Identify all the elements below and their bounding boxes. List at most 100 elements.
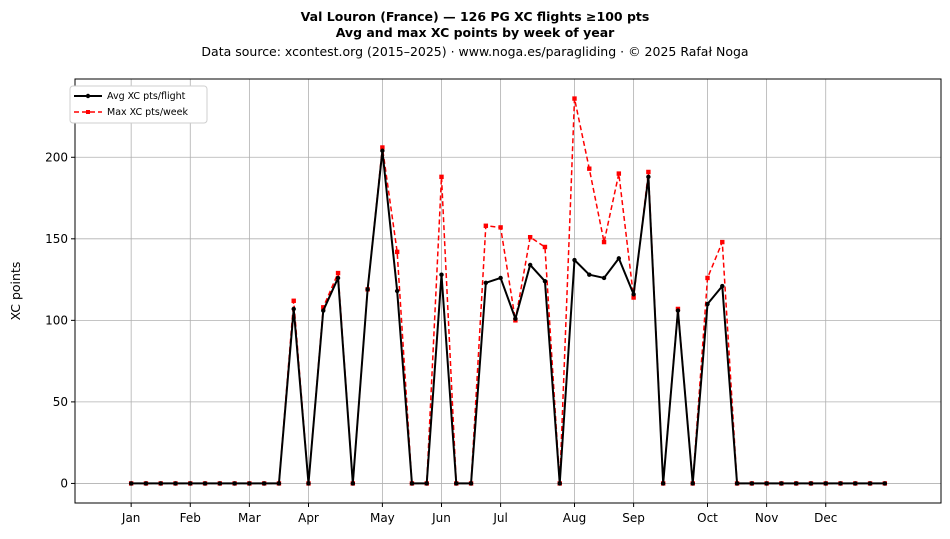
avg-point — [542, 279, 548, 284]
avg-point — [291, 306, 296, 312]
avg-point — [660, 481, 666, 486]
avg-point — [394, 288, 400, 294]
avg-point — [365, 287, 370, 292]
avg-point — [616, 256, 622, 261]
avg-point — [424, 481, 429, 486]
y-axis-label: XC points — [8, 262, 23, 321]
plot-series — [128, 96, 888, 486]
avg-point — [853, 481, 858, 486]
x-tick-label: Feb — [180, 511, 201, 525]
max-point — [439, 174, 444, 180]
avg-point — [601, 275, 607, 281]
legend-avg-label: Avg XC pts/flight — [107, 91, 186, 102]
avg-point — [232, 481, 237, 486]
max-point — [705, 275, 710, 281]
x-tick-label: Mar — [238, 511, 261, 525]
avg-point — [705, 301, 710, 307]
max-point — [335, 270, 341, 276]
max-point — [498, 225, 503, 230]
avg-point — [188, 481, 193, 486]
y-tick-label: 200 — [45, 150, 68, 164]
legend-avg-marker — [85, 93, 91, 99]
max-point — [380, 145, 385, 150]
series-line-avg — [131, 149, 885, 485]
max-point — [572, 96, 577, 101]
avg-point — [823, 481, 828, 486]
y-tick-label: 50 — [53, 395, 68, 409]
avg-point — [675, 308, 681, 313]
x-tick-label: Aug — [563, 511, 586, 525]
avg-point — [439, 272, 444, 277]
x-tick-label: May — [370, 511, 395, 525]
max-point — [601, 239, 607, 245]
x-tick-label: Jan — [121, 511, 141, 525]
x-tick-label: Jul — [492, 511, 507, 525]
avg-point — [143, 481, 149, 486]
avg-point — [587, 272, 592, 277]
max-point — [394, 249, 400, 255]
avg-point — [468, 481, 474, 486]
max-point — [631, 295, 636, 300]
grid-lines — [75, 79, 941, 503]
max-point — [720, 239, 725, 245]
axes: 0 50 100 150 200 Jan Feb Mar Apr May Jun Jul Aug Sep O… — [45, 150, 837, 525]
avg-point — [247, 481, 252, 486]
max-point — [527, 234, 533, 240]
max-point — [646, 169, 651, 175]
avg-point — [217, 481, 223, 486]
x-tick-label: Apr — [298, 511, 319, 525]
avg-point — [454, 481, 459, 486]
y-tick-label: 150 — [45, 232, 68, 246]
plot-frame — [74, 78, 942, 504]
legend: Avg XC pts/flight Max XC pts/week — [69, 85, 208, 124]
avg-point — [527, 262, 533, 268]
avg-point — [557, 481, 562, 486]
chart-subtitle: Avg and max XC points by week of year — [336, 25, 615, 40]
max-point — [616, 171, 622, 176]
avg-point — [498, 275, 503, 281]
chart-source: Data source: xcontest.org (2015–2025) · … — [201, 44, 748, 59]
avg-point — [631, 292, 636, 297]
chart-title: Val Louron (France) — 126 PG XC flights … — [301, 9, 650, 24]
x-tick-label: Nov — [755, 511, 778, 525]
legend-max-marker — [86, 110, 90, 114]
y-tick-label: 0 — [60, 476, 68, 490]
y-tick-label: 100 — [45, 313, 68, 327]
legend-box — [69, 85, 208, 124]
max-point — [483, 223, 489, 228]
avg-point — [572, 257, 577, 263]
avg-point — [867, 481, 873, 486]
avg-point — [321, 308, 326, 313]
avg-point — [838, 481, 843, 486]
avg-point — [734, 481, 740, 486]
series-line-max — [131, 97, 885, 485]
avg-point — [306, 481, 311, 486]
x-tick-label: Oct — [697, 511, 718, 525]
avg-point — [380, 148, 385, 153]
max-point — [542, 244, 548, 250]
max-point — [291, 298, 296, 303]
avg-point — [793, 481, 799, 486]
avg-point — [173, 481, 178, 486]
avg-point — [749, 481, 755, 486]
avg-point — [779, 481, 784, 486]
avg-point — [764, 481, 769, 486]
avg-point — [158, 481, 163, 486]
avg-point — [202, 481, 208, 486]
avg-point — [720, 283, 725, 289]
x-tick-label: Jun — [431, 511, 451, 525]
max-point — [587, 166, 592, 171]
avg-point — [513, 316, 518, 321]
avg-point — [646, 174, 651, 180]
avg-point — [409, 481, 415, 486]
legend-max-label: Max XC pts/week — [107, 107, 188, 118]
avg-point — [690, 481, 695, 486]
avg-point — [483, 280, 489, 286]
avg-point — [808, 481, 814, 486]
avg-point — [335, 275, 341, 281]
avg-point — [882, 481, 888, 486]
x-tick-label: Dec — [814, 511, 837, 525]
x-tick-label: Sep — [622, 511, 645, 525]
avg-point — [276, 481, 282, 486]
